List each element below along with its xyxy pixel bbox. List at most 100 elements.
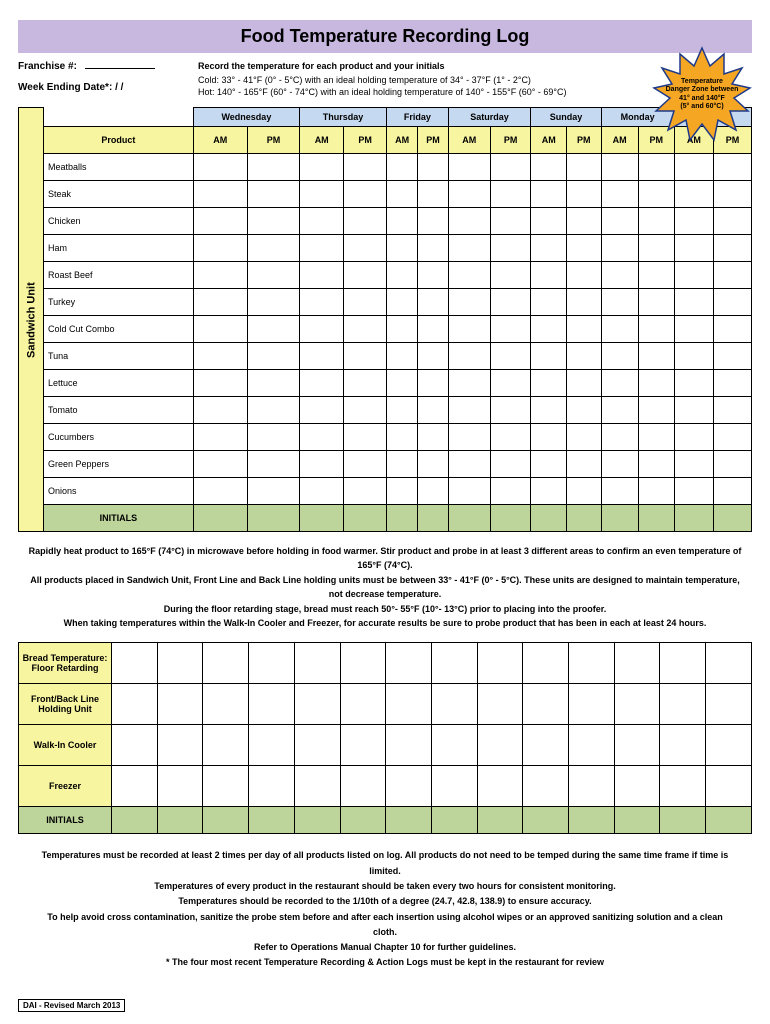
temp-cell[interactable] — [344, 208, 387, 235]
temp-cell[interactable] — [601, 154, 638, 181]
temp-cell[interactable] — [448, 478, 490, 505]
temp-cell[interactable] — [448, 424, 490, 451]
temp-cell[interactable] — [344, 235, 387, 262]
temp-cell[interactable] — [247, 316, 299, 343]
temp-cell[interactable] — [490, 343, 531, 370]
temp-cell[interactable] — [523, 684, 569, 725]
temp-cell[interactable] — [300, 181, 344, 208]
temp-cell[interactable] — [193, 262, 247, 289]
initials-cell[interactable] — [193, 505, 247, 532]
initials-cell[interactable] — [294, 807, 340, 834]
temp-cell[interactable] — [714, 397, 752, 424]
temp-cell[interactable] — [193, 208, 247, 235]
temp-cell[interactable] — [344, 316, 387, 343]
temp-cell[interactable] — [614, 766, 660, 807]
temp-cell[interactable] — [344, 181, 387, 208]
temp-cell[interactable] — [300, 451, 344, 478]
temp-cell[interactable] — [567, 289, 601, 316]
temp-cell[interactable] — [714, 289, 752, 316]
initials-cell[interactable] — [247, 505, 299, 532]
temp-cell[interactable] — [601, 262, 638, 289]
temp-cell[interactable] — [418, 289, 448, 316]
temp-cell[interactable] — [193, 289, 247, 316]
temp-cell[interactable] — [490, 235, 531, 262]
temp-cell[interactable] — [448, 181, 490, 208]
temp-cell[interactable] — [567, 397, 601, 424]
temp-cell[interactable] — [601, 208, 638, 235]
temp-cell[interactable] — [157, 725, 203, 766]
temp-cell[interactable] — [614, 725, 660, 766]
temp-cell[interactable] — [714, 424, 752, 451]
temp-cell[interactable] — [203, 684, 249, 725]
temp-cell[interactable] — [300, 478, 344, 505]
temp-cell[interactable] — [674, 397, 713, 424]
temp-cell[interactable] — [418, 262, 448, 289]
initials-cell[interactable] — [448, 505, 490, 532]
temp-cell[interactable] — [601, 316, 638, 343]
temp-cell[interactable] — [601, 424, 638, 451]
temp-cell[interactable] — [714, 451, 752, 478]
temp-cell[interactable] — [249, 684, 295, 725]
temp-cell[interactable] — [674, 424, 713, 451]
temp-cell[interactable] — [523, 725, 569, 766]
temp-cell[interactable] — [569, 766, 615, 807]
temp-cell[interactable] — [300, 370, 344, 397]
temp-cell[interactable] — [418, 397, 448, 424]
temp-cell[interactable] — [193, 343, 247, 370]
temp-cell[interactable] — [569, 725, 615, 766]
temp-cell[interactable] — [567, 343, 601, 370]
temp-cell[interactable] — [193, 370, 247, 397]
temp-cell[interactable] — [714, 343, 752, 370]
temp-cell[interactable] — [569, 643, 615, 684]
temp-cell[interactable] — [567, 424, 601, 451]
temp-cell[interactable] — [674, 154, 713, 181]
temp-cell[interactable] — [660, 725, 706, 766]
temp-cell[interactable] — [706, 725, 752, 766]
temp-cell[interactable] — [531, 235, 567, 262]
temp-cell[interactable] — [294, 643, 340, 684]
temp-cell[interactable] — [247, 478, 299, 505]
initials-cell[interactable] — [249, 807, 295, 834]
temp-cell[interactable] — [386, 424, 417, 451]
initials-cell[interactable] — [477, 807, 523, 834]
temp-cell[interactable] — [300, 208, 344, 235]
temp-cell[interactable] — [418, 154, 448, 181]
temp-cell[interactable] — [448, 289, 490, 316]
temp-cell[interactable] — [193, 424, 247, 451]
temp-cell[interactable] — [531, 181, 567, 208]
temp-cell[interactable] — [490, 181, 531, 208]
temp-cell[interactable] — [567, 478, 601, 505]
initials-cell[interactable] — [674, 505, 713, 532]
temp-cell[interactable] — [418, 478, 448, 505]
temp-cell[interactable] — [431, 643, 477, 684]
temp-cell[interactable] — [386, 154, 417, 181]
temp-cell[interactable] — [490, 397, 531, 424]
temp-cell[interactable] — [531, 262, 567, 289]
temp-cell[interactable] — [418, 424, 448, 451]
temp-cell[interactable] — [294, 684, 340, 725]
temp-cell[interactable] — [674, 451, 713, 478]
temp-cell[interactable] — [490, 424, 531, 451]
initials-cell[interactable] — [344, 505, 387, 532]
temp-cell[interactable] — [247, 235, 299, 262]
temp-cell[interactable] — [674, 262, 713, 289]
temp-cell[interactable] — [247, 181, 299, 208]
temp-cell[interactable] — [638, 316, 674, 343]
temp-cell[interactable] — [601, 343, 638, 370]
temp-cell[interactable] — [567, 208, 601, 235]
initials-cell[interactable] — [660, 807, 706, 834]
temp-cell[interactable] — [249, 766, 295, 807]
temp-cell[interactable] — [344, 154, 387, 181]
temp-cell[interactable] — [386, 766, 432, 807]
temp-cell[interactable] — [386, 643, 432, 684]
temp-cell[interactable] — [567, 181, 601, 208]
temp-cell[interactable] — [531, 370, 567, 397]
temp-cell[interactable] — [247, 154, 299, 181]
temp-cell[interactable] — [523, 766, 569, 807]
initials-cell[interactable] — [614, 807, 660, 834]
temp-cell[interactable] — [418, 181, 448, 208]
temp-cell[interactable] — [112, 684, 158, 725]
temp-cell[interactable] — [418, 235, 448, 262]
temp-cell[interactable] — [247, 370, 299, 397]
temp-cell[interactable] — [660, 766, 706, 807]
